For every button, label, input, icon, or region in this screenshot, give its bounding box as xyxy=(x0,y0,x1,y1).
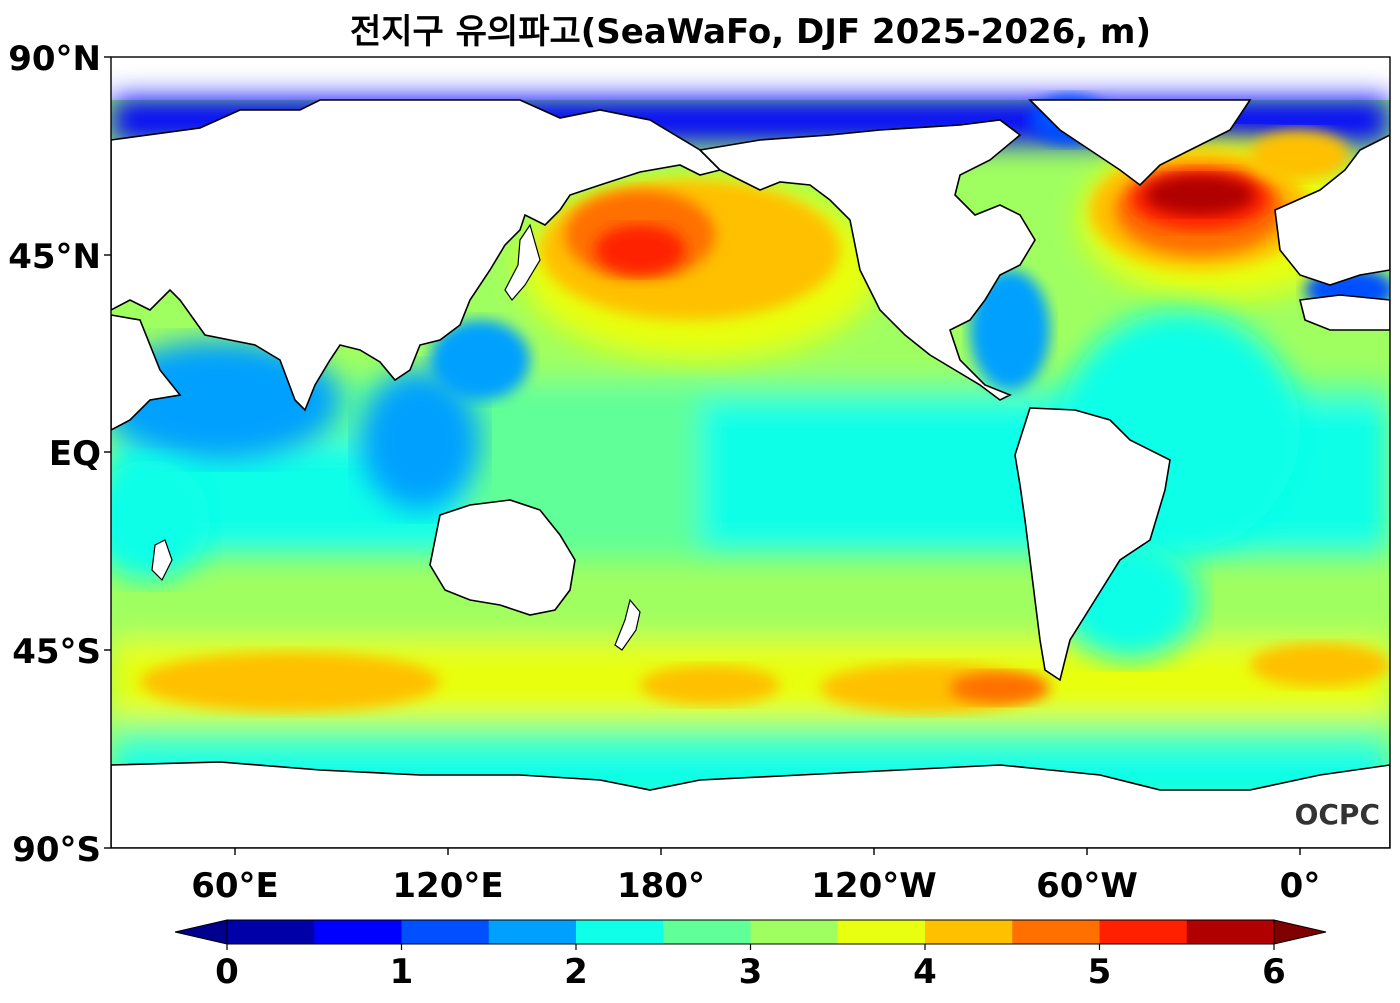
colorbar: 0 1 2 3 4 5 6 xyxy=(174,919,1327,992)
lon-label-60e: 60°E xyxy=(191,866,279,906)
lat-label-90n: 90°N xyxy=(8,39,101,79)
colorbar-segment xyxy=(227,920,315,944)
colorbar-segment xyxy=(576,920,664,944)
land-masses xyxy=(111,99,1390,848)
colorbar-segment xyxy=(925,920,1013,944)
colorbar-tick-label: 4 xyxy=(913,952,937,992)
colorbar-segment xyxy=(837,920,926,944)
land-australia xyxy=(429,499,576,616)
lon-label-0: 0° xyxy=(1280,866,1321,906)
lat-label-45s: 45°S xyxy=(12,632,101,672)
colorbar-segment xyxy=(750,920,839,944)
land-asia xyxy=(111,99,722,412)
land-africa-east xyxy=(111,314,182,431)
land-greenland xyxy=(1028,99,1252,187)
land-europe xyxy=(1274,134,1390,286)
colorbar-segment xyxy=(488,920,577,944)
land-new-zealand xyxy=(614,598,641,651)
colorbar-tick-label: 1 xyxy=(390,952,414,992)
colorbar-segment xyxy=(401,920,490,944)
colorbar-tick-label: 0 xyxy=(215,952,239,992)
lon-label-180: 180° xyxy=(617,866,705,906)
lat-label-90s: 90°S xyxy=(12,830,101,870)
land-japan xyxy=(504,223,541,301)
colorbar-tick-label: 5 xyxy=(1088,952,1112,992)
land-antarctica xyxy=(111,761,1390,848)
map-title: 전지구 유의파고(SeaWaFo, DJF 2025-2026, m) xyxy=(349,12,1152,52)
land-madagascar xyxy=(151,539,173,582)
lon-axis: 60°E 120°E 180° 120°W 60°W 0° xyxy=(191,848,1320,906)
colorbar-under-arrow xyxy=(174,919,228,945)
colorbar-segment xyxy=(1012,920,1100,944)
lon-label-120w: 120°W xyxy=(811,866,936,906)
colorbar-segment xyxy=(1186,920,1275,944)
lat-label-45n: 45°N xyxy=(8,237,101,277)
lon-label-60w: 60°W xyxy=(1036,866,1138,906)
ocpc-watermark: OCPC xyxy=(1295,798,1380,831)
colorbar-tick-label: 6 xyxy=(1262,952,1286,992)
lat-axis: 90°N 45°N EQ 45°S 90°S xyxy=(8,39,111,870)
colorbar-segment xyxy=(314,920,402,944)
land-south-america xyxy=(1014,407,1171,682)
colorbar-tick-label: 3 xyxy=(739,952,763,992)
colorbar-over-arrow xyxy=(1273,919,1327,945)
colorbar-tick-label: 2 xyxy=(564,952,588,992)
land-north-america xyxy=(698,119,1036,401)
colorbar-segment xyxy=(663,920,751,944)
lon-label-120e: 120°E xyxy=(392,866,503,906)
land-iberia xyxy=(1299,294,1390,331)
lat-label-eq: EQ xyxy=(49,434,101,474)
colorbar-segment xyxy=(1099,920,1188,944)
